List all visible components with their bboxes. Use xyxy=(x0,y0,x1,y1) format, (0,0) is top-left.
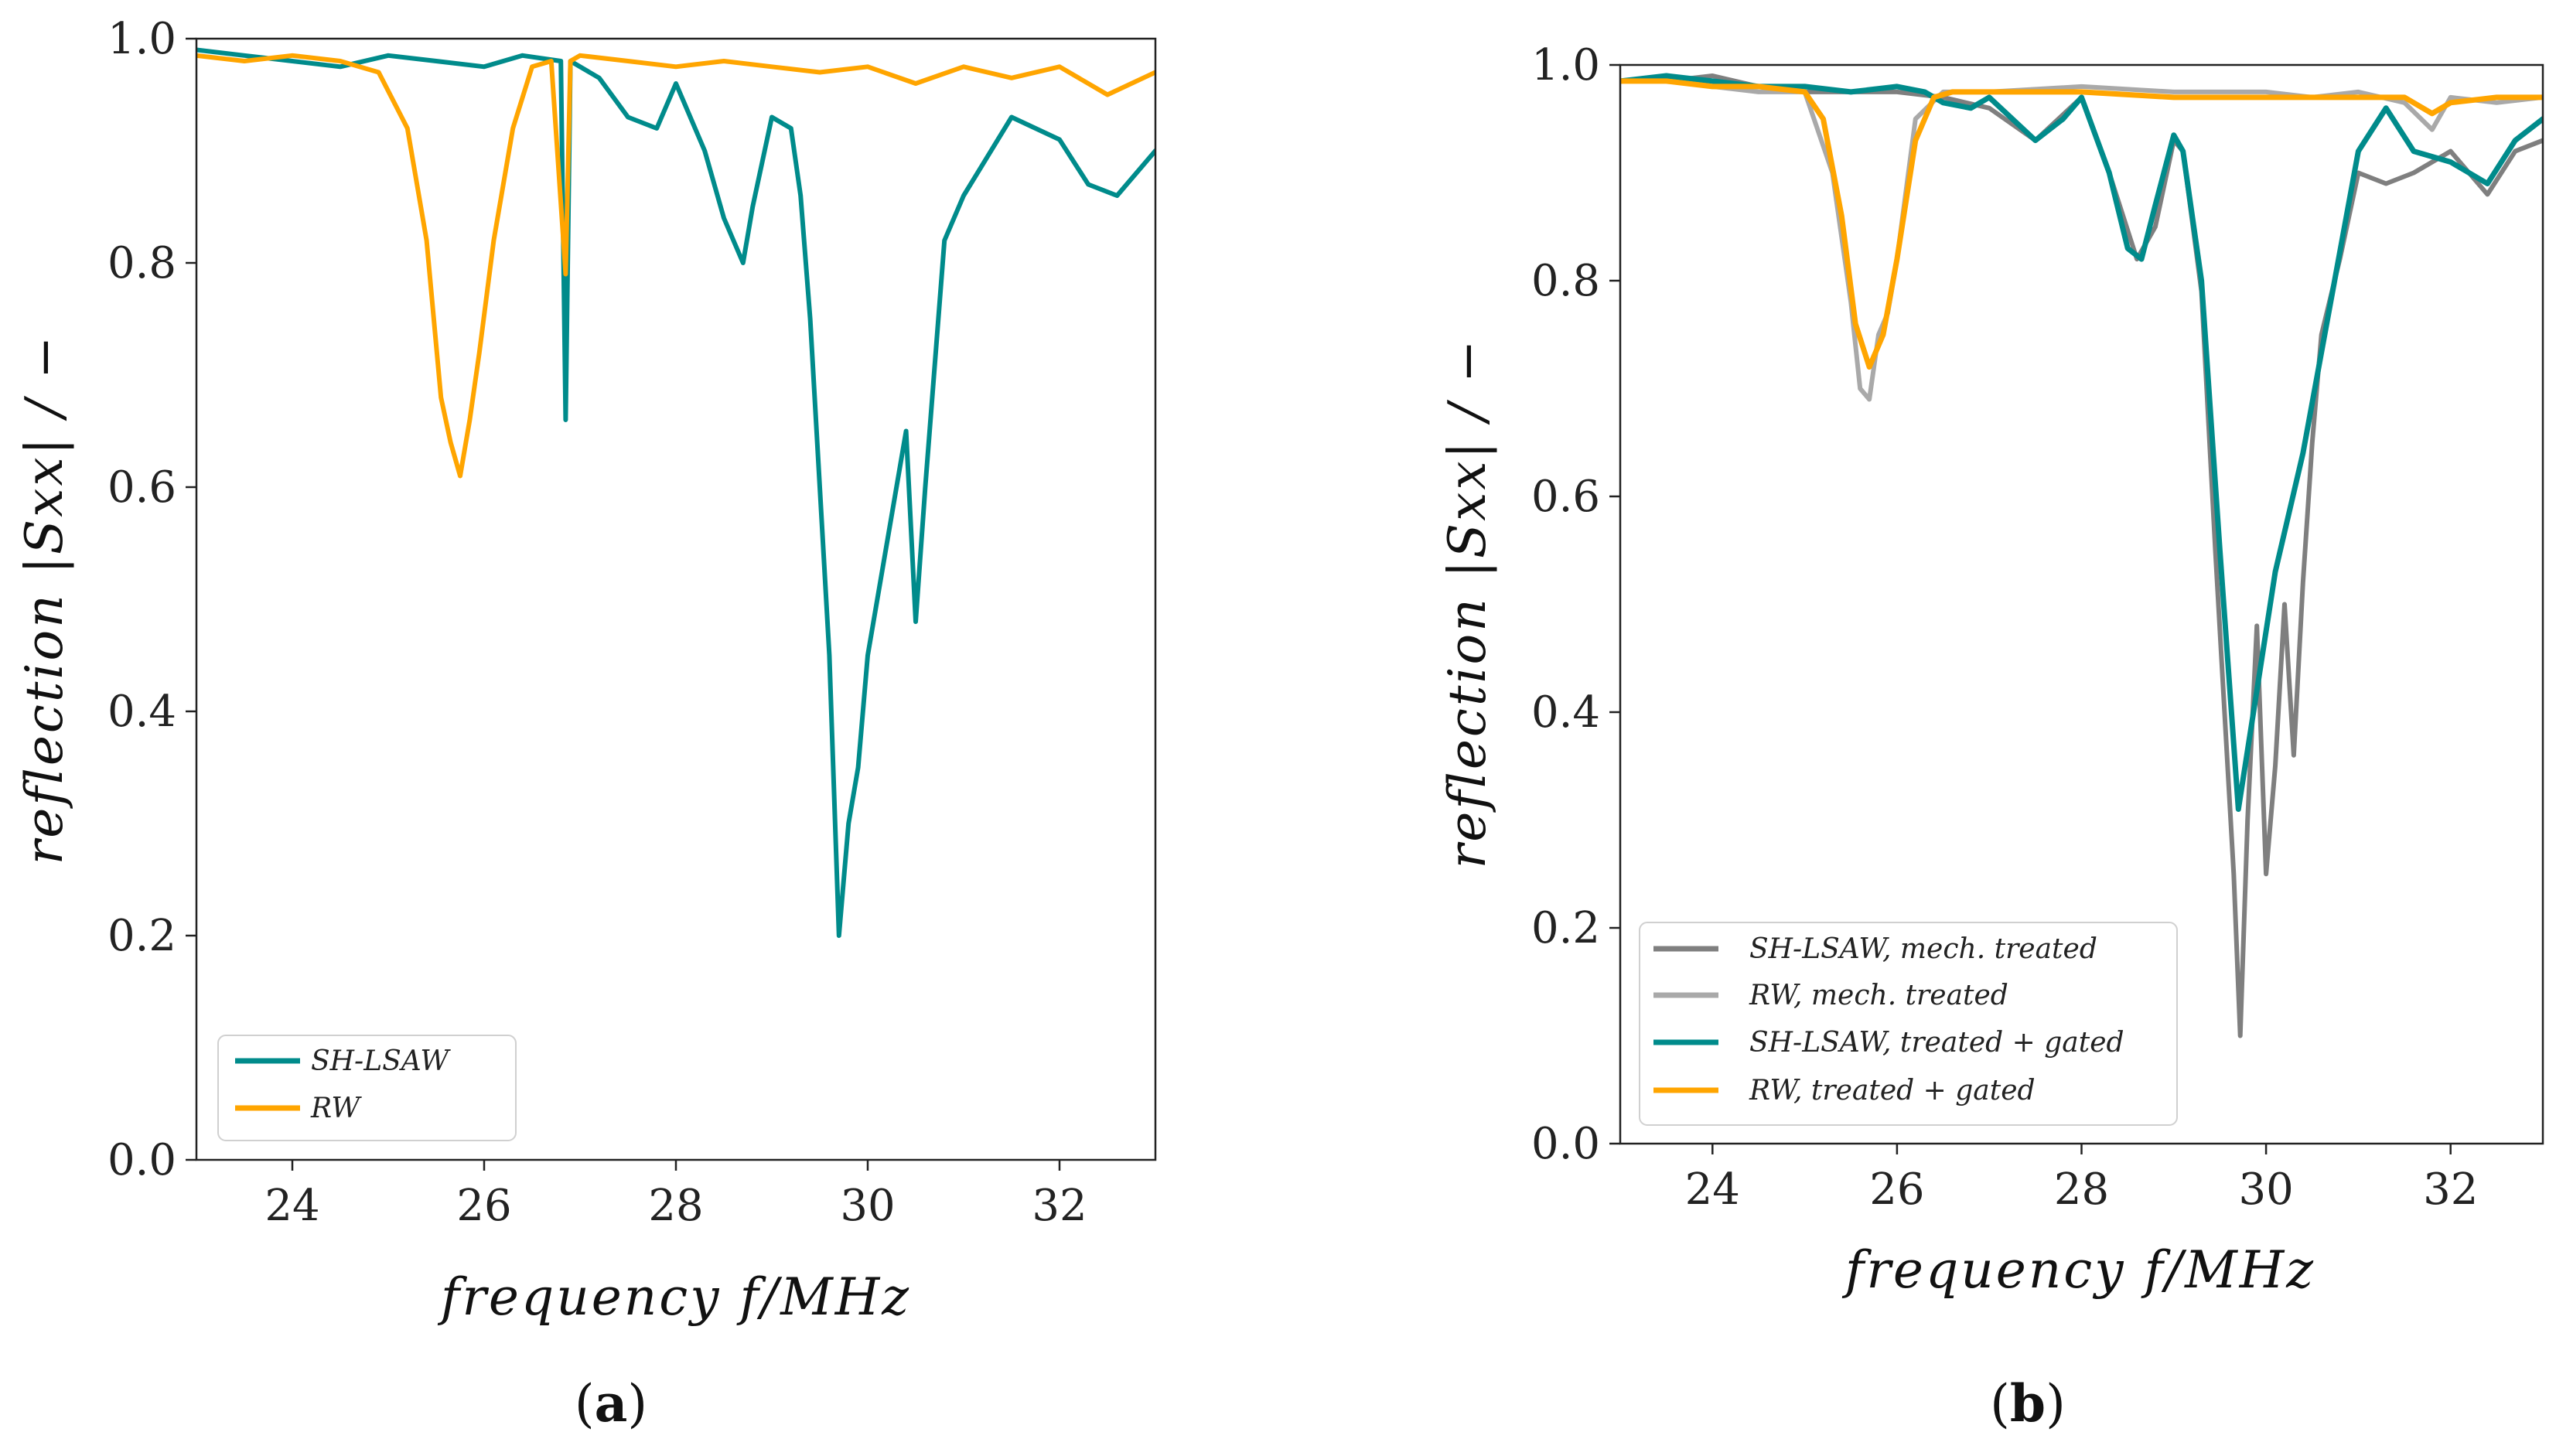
chart-a-xtick-label: 24 xyxy=(264,1181,319,1231)
chart-a-ytick-label: 0.2 xyxy=(107,911,176,961)
chart-b-series-sh-lsaw-mech-treated xyxy=(1620,73,2543,1038)
chart-a-ytick-label: 0.4 xyxy=(107,687,176,737)
chart-b-legend: SH-LSAW, mech. treated RW, mech. treated… xyxy=(1639,922,2178,1126)
chart-b-series-sh-lsaw-treated-gated xyxy=(1620,73,2543,812)
chart-a-series-sh-lsaw xyxy=(196,47,1155,938)
chart-b-ytick-label: 0.0 xyxy=(1531,1119,1600,1169)
panel-label-b: (b) xyxy=(1990,1373,2066,1434)
panel-label-a: (a) xyxy=(575,1373,647,1434)
legend-label-sh-lsaw: SH-LSAW xyxy=(311,1045,451,1077)
chart-b-xlabel: frequency f/MHz xyxy=(1841,1240,2315,1300)
chart-b-series-layer xyxy=(1620,73,2543,1038)
chart-b-ytick-label: 0.4 xyxy=(1531,687,1600,738)
chart-a-xlabel: frequency f/MHz xyxy=(437,1267,911,1327)
chart-b-xtick-label: 24 xyxy=(1685,1164,1740,1215)
chart-a-xtick-label: 32 xyxy=(1032,1181,1087,1231)
chart-a-ytick-label: 0.0 xyxy=(107,1135,176,1185)
chart-a-ytick-label: 0.8 xyxy=(107,238,176,288)
chart-a-series-rw xyxy=(196,53,1155,479)
chart-a-xtick-label: 28 xyxy=(648,1181,703,1231)
chart-b-ytick-label: 0.2 xyxy=(1531,903,1600,953)
legend-label-rw-gated: RW, treated + gated xyxy=(1749,1075,2036,1106)
legend-label-rw: RW xyxy=(310,1093,362,1124)
chart-b-ytick-label: 0.8 xyxy=(1531,256,1600,306)
chart-b: 24 26 28 30 32 0.0 0.2 0.4 0.6 0.8 1.0 frequency f… xyxy=(1438,40,2544,1434)
chart-b-ylabel: reflection |Sxx| / − xyxy=(1438,338,1497,869)
chart-b-series-rw-treated-gated xyxy=(1620,78,2543,370)
chart-a-ytick-label: 0.6 xyxy=(107,462,176,513)
legend-label-sh-lsaw-mech: SH-LSAW, mech. treated xyxy=(1749,933,2097,965)
chart-a-series-layer xyxy=(196,47,1155,938)
chart-b-xtick-label: 32 xyxy=(2423,1164,2478,1215)
chart-b-ytick-label: 1.0 xyxy=(1531,40,1600,90)
chart-a-ytick-label: 1.0 xyxy=(107,14,176,64)
chart-a-xtick-label: 26 xyxy=(456,1181,511,1231)
legend-label-sh-lsaw-gated: SH-LSAW, treated + gated xyxy=(1749,1027,2124,1059)
chart-b-series-rw-mech-treated xyxy=(1620,73,2543,402)
chart-a-legend: SH-LSAW RW xyxy=(217,1035,517,1141)
chart-b-legend-box xyxy=(1639,922,2178,1126)
legend-label-rw-mech: RW, mech. treated xyxy=(1749,980,2008,1011)
chart-b-ytick-label: 0.6 xyxy=(1531,472,1600,522)
chart-b-axes: 24 26 28 30 32 0.0 0.2 0.4 0.6 0.8 1.0 xyxy=(1531,40,2478,1215)
chart-b-xtick-label: 26 xyxy=(1869,1164,1924,1215)
chart-b-xtick-label: 28 xyxy=(2054,1164,2109,1215)
chart-a-ylabel: reflection |Sxx| / − xyxy=(15,334,74,865)
chart-a-xtick-label: 30 xyxy=(840,1181,895,1231)
chart-a-frame xyxy=(195,37,1157,1161)
chart-b-xtick-label: 30 xyxy=(2238,1164,2293,1215)
chart-a-axes: 24 26 28 30 32 0.0 0.2 0.4 0.6 0.8 1.0 xyxy=(107,14,1087,1231)
chart-a: 24 26 28 30 32 0.0 0.2 0.4 0.6 0.8 1.0 frequency f… xyxy=(15,14,1157,1434)
